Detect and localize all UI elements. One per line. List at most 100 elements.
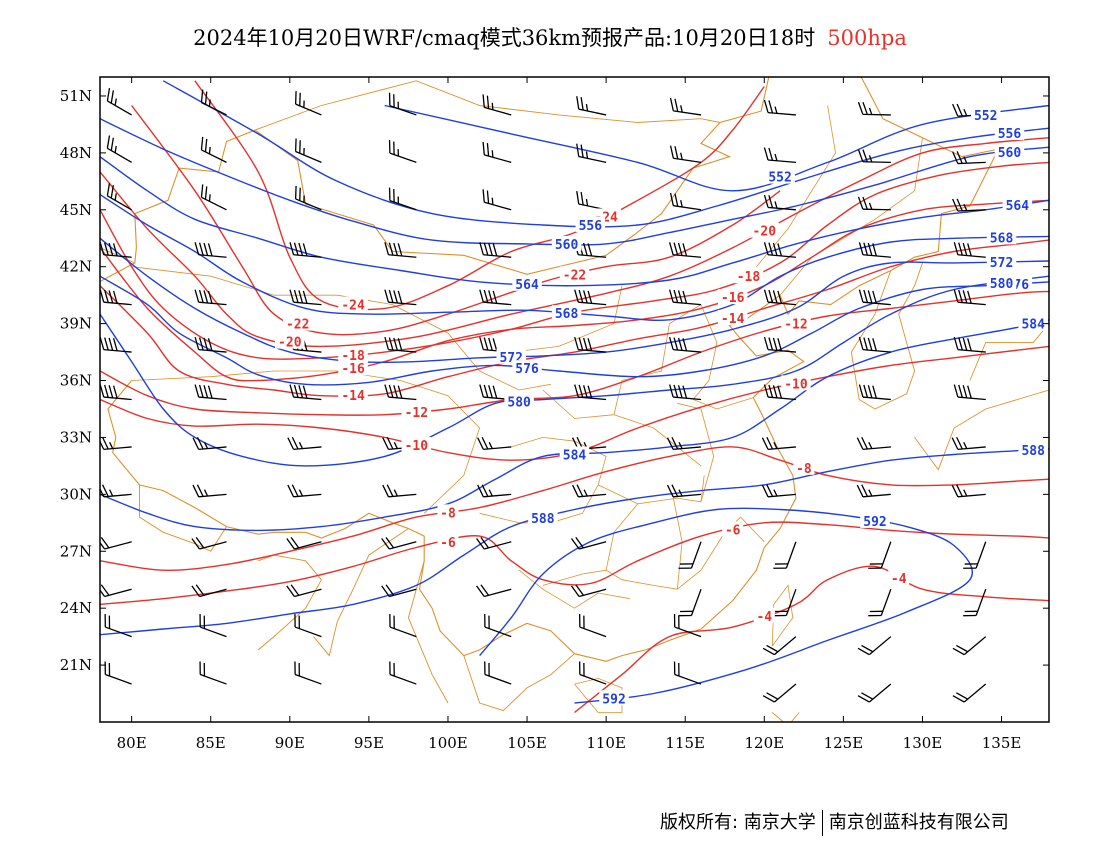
wind-barb [678,588,702,617]
lon-tick-label: 130E [903,734,943,752]
temperature-contour-label: -8 [796,462,812,477]
geopotential-contour-layer [100,80,1049,704]
geopotential-contour-label-bg [970,106,1001,122]
contour-label-layer: -24-24-22-22-20-20-18-18-16-16-14-14-12-… [275,106,1048,707]
province-boundary [400,380,481,514]
wind-barb [194,289,227,306]
lon-tick-label: 135E [982,734,1022,752]
geopotential-contour [100,156,1049,287]
wind-barb [570,536,607,550]
wind-barb [191,584,227,598]
lon-tick-label: 80E [117,734,147,752]
wind-barb [763,194,796,211]
copyright-notice: 版权所有: 南京大学 南京创蓝科技有限公司 [660,808,1009,836]
wind-barb [762,636,797,656]
wind-barb [668,384,702,401]
wind-barb [484,614,512,638]
wind-barb [761,436,796,451]
country-boundary [254,80,721,131]
wind-barb [479,242,512,258]
wind-barb [477,436,512,451]
wind-barb [104,614,132,638]
wind-barb [857,101,891,116]
wind-barb [856,484,891,498]
geopotential-contour-label: 556 [579,219,603,234]
geopotential-contour-label-bg [599,690,629,706]
wind-barb [856,436,891,451]
temperature-contour [100,521,1049,606]
wind-barb [773,541,797,569]
geopotential-contour-label: 560 [555,238,579,253]
wind-barb [286,536,322,550]
temperature-contour-label: -14 [721,312,745,327]
wind-barb [100,289,132,306]
wind-barb [191,536,227,550]
wind-barb [576,143,607,164]
wind-barb [868,541,892,569]
geopotential-contour-label-bg [986,229,1017,245]
lat-tick-label: 42N [60,258,92,276]
province-boundary [677,402,715,503]
wind-barb [868,588,892,617]
wind-barb [384,336,417,353]
wind-barb [673,661,702,685]
geopotential-contour-label-bg [986,253,1017,269]
wind-barb [106,182,132,211]
copyright-company: 南京创蓝科技有限公司 [828,812,1009,833]
geopotential-contour-label: 560 [998,146,1022,161]
wind-barb [106,88,132,116]
wind-barb [477,484,512,498]
temperature-contour-label-bg [559,266,590,282]
wind-barb [953,242,986,258]
wind-barb [384,289,417,306]
province-boundary [756,105,836,267]
wind-barb [100,584,132,598]
temperature-contour-label: -12 [784,318,807,333]
wind-barb [104,661,132,685]
temperature-contour-label-bg [437,533,459,549]
wind-barb [669,98,702,116]
wind-barb [963,588,987,617]
country-boundary [914,389,1049,471]
temperature-contour-label: -6 [725,523,741,538]
wind-barb [194,384,227,401]
wind-barb [388,187,417,211]
wind-barb [100,384,132,401]
province-boundary [598,475,705,505]
wind-barb [389,614,417,638]
geopotential-contour [100,448,1049,636]
wind-barb [763,336,796,353]
province-boundary [511,285,623,353]
wind-barb [763,384,796,401]
wind-barb [668,336,702,353]
geopotential-contour-label: 588 [1021,444,1045,459]
geopotential-contour-label-bg [765,168,795,184]
geopotential-contour-label-bg [1002,197,1033,213]
wind-barb [572,484,607,498]
wind-barb [100,436,132,451]
lat-tick-label: 45N [60,201,92,219]
temperature-contour-label-bg [401,403,432,419]
temperature-contour-label: -6 [440,536,456,551]
geopotential-contour-label-bg [551,305,582,321]
wind-barb [953,336,986,353]
wind-barb [858,336,891,353]
lon-tick-label: 95E [354,734,384,752]
wind-barb [476,584,512,598]
wind-barb [482,141,512,163]
geopotential-contour-label: 564 [1006,199,1030,214]
lat-tick-label: 21N [60,656,92,674]
province-boundary [605,503,639,571]
geopotential-contour-label: 592 [863,515,886,530]
lon-tick-label: 100E [428,734,468,752]
wind-barb [289,289,322,306]
geopotential-contour [162,80,1049,228]
lon-tick-label: 85E [196,734,226,752]
lat-tick-label: 33N [60,428,92,446]
wind-barb [384,242,417,258]
temperature-contour-label-bg [401,437,432,453]
temperature-contour-label-bg [793,459,815,475]
geopotential-contour-label-bg [1018,315,1048,331]
temperature-contour-label-bg [717,289,748,305]
country-boundary [771,712,800,722]
